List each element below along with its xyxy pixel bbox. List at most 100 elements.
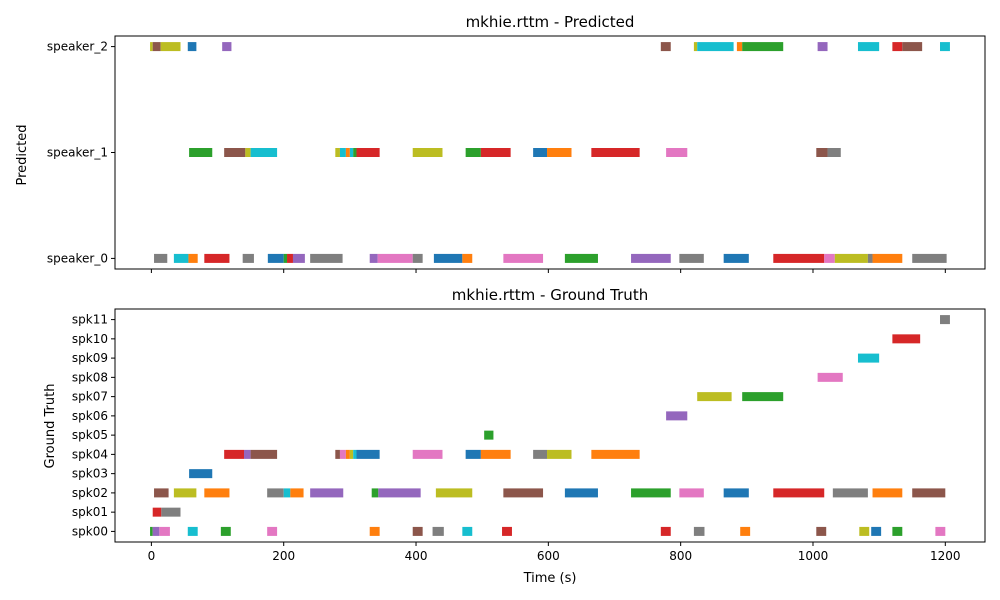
segment-bar: [892, 334, 921, 344]
predicted-title: mkhie.rttm - Predicted: [466, 13, 635, 31]
ytick-label: spk03: [72, 467, 108, 481]
segment-bar: [290, 488, 304, 498]
segment-bar: [832, 488, 868, 498]
segment-bar: [154, 488, 169, 498]
segment-bar: [412, 148, 443, 157]
segment-bar: [660, 42, 671, 52]
segment-bar: [631, 488, 671, 498]
segment-bar: [723, 488, 749, 498]
segment-bar: [345, 148, 350, 157]
segment-bar: [773, 488, 825, 498]
segment-bar: [857, 42, 880, 52]
segment-bar: [222, 42, 232, 52]
segment-bar: [412, 253, 423, 263]
ytick-label: spk07: [72, 390, 108, 404]
segment-bar: [547, 449, 572, 459]
segment-bar: [834, 253, 868, 263]
segment-bar: [679, 253, 704, 263]
segment-bar: [773, 253, 825, 263]
segment-bar: [188, 253, 198, 263]
ytick-label: spk02: [72, 486, 108, 500]
segment-bar: [220, 526, 231, 536]
segment-bar: [824, 253, 835, 263]
segment-bar: [871, 526, 882, 536]
predicted-segments: [150, 42, 950, 263]
ytick-label: spk10: [72, 332, 108, 346]
segment-bar: [679, 488, 704, 498]
segment-bar: [940, 315, 950, 325]
ytick-label: spk01: [72, 505, 108, 519]
ytick-label: spk08: [72, 370, 108, 384]
segment-bar: [465, 449, 481, 459]
segment-bar: [267, 488, 284, 498]
segment-bar: [189, 469, 213, 479]
segment-bar: [912, 253, 947, 263]
segment-bar: [159, 526, 170, 536]
segment-bar: [817, 372, 843, 382]
segment-bar: [484, 430, 494, 440]
segment-bar: [816, 526, 827, 536]
segment-bar: [666, 148, 688, 157]
segment-bar: [435, 488, 473, 498]
segment-bar: [533, 449, 548, 459]
segment-bar: [161, 507, 181, 517]
segment-bar: [152, 507, 162, 517]
segment-bar: [283, 253, 288, 263]
segment-bar: [480, 148, 511, 157]
predicted-axes-frame: [114, 35, 986, 270]
segment-bar: [242, 253, 254, 263]
ytick-label: spk06: [72, 409, 108, 423]
xtick-label: 600: [537, 549, 560, 563]
segment-bar: [173, 253, 189, 263]
segment-bar: [353, 449, 357, 459]
segment-bar: [502, 526, 512, 536]
ground-truth-title: mkhie.rttm - Ground Truth: [452, 286, 648, 304]
segment-bar: [244, 449, 251, 459]
segment-bar: [859, 526, 870, 536]
xtick-label: 200: [272, 549, 295, 563]
segment-bar: [697, 392, 732, 402]
segment-bar: [465, 148, 481, 157]
segment-bar: [892, 526, 903, 536]
segment-bar: [349, 148, 354, 157]
xtick-label: 0: [148, 549, 156, 563]
segment-bar: [267, 526, 278, 536]
segment-bar: [292, 253, 305, 263]
predicted-panel: mkhie.rttm - Predicted Predicted speaker…: [15, 13, 986, 273]
segment-bar: [287, 253, 293, 263]
segment-bar: [152, 526, 160, 536]
segment-bar: [335, 449, 340, 459]
segment-bar: [356, 449, 380, 459]
segment-bar: [872, 253, 903, 263]
segment-bar: [935, 526, 946, 536]
segment-bar: [433, 253, 463, 263]
ground-truth-axes-frame: [114, 308, 986, 543]
xtick-label: 1200: [930, 549, 961, 563]
segment-bar: [817, 42, 828, 52]
segment-bar: [152, 42, 161, 52]
ground-truth-segments: [150, 315, 950, 536]
segment-bar: [150, 42, 153, 52]
segment-bar: [204, 488, 230, 498]
ground-truth-ylabel: Ground Truth: [43, 384, 58, 469]
predicted-xticks: [150, 269, 946, 273]
ytick-label: spk09: [72, 351, 108, 365]
predicted-yticks: speaker_0 speaker_1 speaker_2: [47, 40, 115, 265]
segment-bar: [250, 148, 278, 157]
segment-bar: [723, 253, 749, 263]
segment-bar: [693, 42, 698, 52]
segment-bar: [462, 526, 473, 536]
segment-bar: [150, 526, 153, 536]
segment-bar: [697, 42, 734, 52]
ground-truth-yticks: spk00 spk01 spk02 spk03 spk04 spk05 spk06 spk07…: [72, 313, 115, 538]
segment-bar: [902, 42, 923, 52]
ytick-label: speaker_0: [47, 251, 108, 265]
segment-bar: [369, 526, 380, 536]
segment-bar: [189, 148, 213, 157]
ytick-label: speaker_1: [47, 146, 108, 160]
segment-bar: [154, 253, 168, 263]
segment-bar: [160, 42, 181, 52]
segment-bar: [631, 253, 671, 263]
segment-bar: [267, 253, 284, 263]
